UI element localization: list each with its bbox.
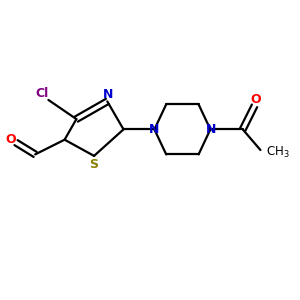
Text: N: N [206, 123, 216, 136]
Text: N: N [103, 88, 113, 100]
Text: CH$_3$: CH$_3$ [266, 145, 290, 160]
Text: Cl: Cl [35, 87, 49, 100]
Text: S: S [89, 158, 98, 171]
Text: O: O [5, 133, 16, 146]
Text: N: N [148, 123, 159, 136]
Text: O: O [251, 93, 261, 106]
